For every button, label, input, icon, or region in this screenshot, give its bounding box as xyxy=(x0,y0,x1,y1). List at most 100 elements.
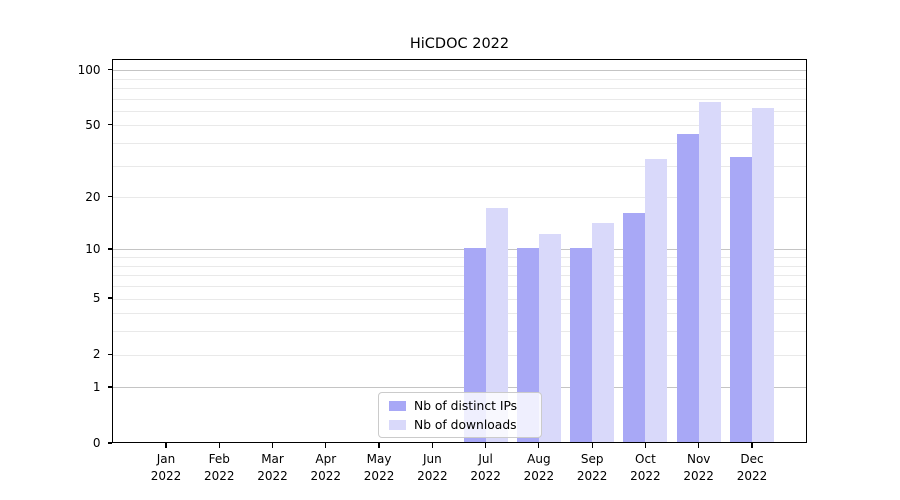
legend-swatch-distinct-ips xyxy=(389,400,406,411)
x-tick-mark xyxy=(165,443,167,448)
y-tick-mark xyxy=(107,442,112,444)
y-major-gridline xyxy=(113,249,806,251)
x-tick-mark xyxy=(698,443,700,448)
y-tick-label: 0 xyxy=(92,436,101,450)
x-tick-label-dec: Dec 2022 xyxy=(720,451,784,484)
x-tick-month: Nov xyxy=(686,452,711,466)
y-minor-gridline xyxy=(113,87,806,89)
x-tick-label-may: May 2022 xyxy=(347,451,411,484)
x-tick-month: Dec xyxy=(740,452,764,466)
y-tick-mark xyxy=(107,353,112,355)
x-tick-label-mar: Mar 2022 xyxy=(241,451,305,484)
x-tick-label-apr: Apr 2022 xyxy=(294,451,358,484)
x-tick-mark xyxy=(218,443,220,448)
bar-downloads-jul xyxy=(485,208,508,442)
x-tick-label-feb: Feb 2022 xyxy=(187,451,251,484)
y-minor-gridline xyxy=(113,143,806,145)
y-tick-label: 2 xyxy=(92,347,101,362)
x-tick-month: Jul xyxy=(478,452,493,466)
x-tick-month: Sep xyxy=(580,452,604,466)
x-tick-month: Jan xyxy=(156,452,176,466)
y-tick-label: 10 xyxy=(85,241,101,256)
x-tick-year: 2022 xyxy=(257,468,288,483)
x-tick-year: 2022 xyxy=(363,468,395,483)
legend-item-downloads: Nb of downloads xyxy=(389,418,531,432)
y-minor-gridline xyxy=(113,98,806,100)
x-tick-mark xyxy=(325,443,327,448)
x-tick-month: Aug xyxy=(527,452,551,466)
bar-downloads-sep xyxy=(592,222,615,442)
y-tick-mark xyxy=(107,124,112,126)
x-tick-mark xyxy=(271,443,274,448)
bar-distinct-ips-sep xyxy=(570,248,593,442)
bar-downloads-oct xyxy=(645,159,668,442)
x-tick-label-jul: Jul 2022 xyxy=(454,451,518,484)
x-tick-label-aug: Aug 2022 xyxy=(507,451,571,484)
x-tick-label-nov: Nov 2022 xyxy=(667,451,731,484)
plot-area xyxy=(112,59,807,443)
x-tick-mark xyxy=(378,443,380,448)
chart-title: HiCDOC 2022 xyxy=(409,36,510,52)
y-tick-label: 100 xyxy=(77,62,101,77)
y-minor-gridline xyxy=(113,78,806,80)
y-tick-mark xyxy=(107,297,112,299)
x-tick-year: 2022 xyxy=(150,468,182,483)
x-tick-year: 2022 xyxy=(523,468,555,483)
x-tick-mark xyxy=(538,443,540,448)
y-tick-mark xyxy=(107,196,112,198)
x-tick-label-jun: Jun 2022 xyxy=(400,451,464,484)
x-tick-year: 2022 xyxy=(630,468,661,483)
bar-downloads-aug xyxy=(538,234,561,442)
y-tick-label: 20 xyxy=(85,189,101,204)
y-minor-gridline xyxy=(113,313,806,315)
x-tick-year: 2022 xyxy=(417,468,448,483)
bar-distinct-ips-oct xyxy=(623,212,646,442)
x-tick-year: 2022 xyxy=(576,468,608,483)
legend: Nb of distinct IPs Nb of downloads xyxy=(378,392,542,438)
y-tick-label: 50 xyxy=(85,117,101,132)
legend-swatch-downloads xyxy=(389,419,406,430)
legend-item-distinct-ips: Nb of distinct IPs xyxy=(389,399,531,413)
y-major-gridline xyxy=(113,70,806,72)
x-tick-mark xyxy=(751,443,753,448)
x-tick-label-sep: Sep 2022 xyxy=(560,451,624,484)
bar-distinct-ips-dec xyxy=(729,156,752,442)
x-tick-year: 2022 xyxy=(470,468,501,483)
bar-distinct-ips-nov xyxy=(676,134,699,442)
x-tick-mark xyxy=(644,443,647,448)
y-minor-gridline xyxy=(113,354,806,356)
y-minor-gridline xyxy=(113,197,806,199)
y-major-gridline xyxy=(113,387,806,389)
x-tick-year: 2022 xyxy=(683,468,714,483)
y-tick-label: 1 xyxy=(92,379,101,394)
y-minor-gridline xyxy=(113,257,806,259)
x-tick-mark xyxy=(591,443,593,448)
y-minor-gridline xyxy=(113,125,806,127)
y-tick-mark xyxy=(107,68,112,71)
y-minor-gridline xyxy=(113,298,806,300)
y-tick-mark xyxy=(107,386,112,388)
legend-label: Nb of distinct IPs xyxy=(414,398,518,413)
x-tick-year: 2022 xyxy=(736,468,768,483)
y-tick-label: 5 xyxy=(92,291,101,306)
y-minor-gridline xyxy=(113,275,806,277)
x-tick-label-jan: Jan 2022 xyxy=(134,451,198,484)
y-minor-gridline xyxy=(113,286,806,288)
y-tick-mark xyxy=(107,248,112,250)
bar-downloads-dec xyxy=(751,108,774,442)
legend-label: Nb of downloads xyxy=(414,417,517,432)
x-tick-month: Feb xyxy=(208,452,230,466)
y-minor-gridline xyxy=(113,165,806,167)
y-minor-gridline xyxy=(113,265,806,267)
y-minor-gridline xyxy=(113,331,806,333)
bar-downloads-nov xyxy=(698,101,721,442)
x-tick-year: 2022 xyxy=(203,468,235,483)
x-tick-label-oct: Oct 2022 xyxy=(613,451,677,484)
x-tick-month: Mar xyxy=(261,452,284,466)
x-tick-year: 2022 xyxy=(310,468,342,483)
x-tick-mark xyxy=(431,443,433,448)
x-tick-month: May xyxy=(366,452,392,466)
x-tick-month: Apr xyxy=(315,452,337,466)
x-tick-mark xyxy=(485,443,487,448)
